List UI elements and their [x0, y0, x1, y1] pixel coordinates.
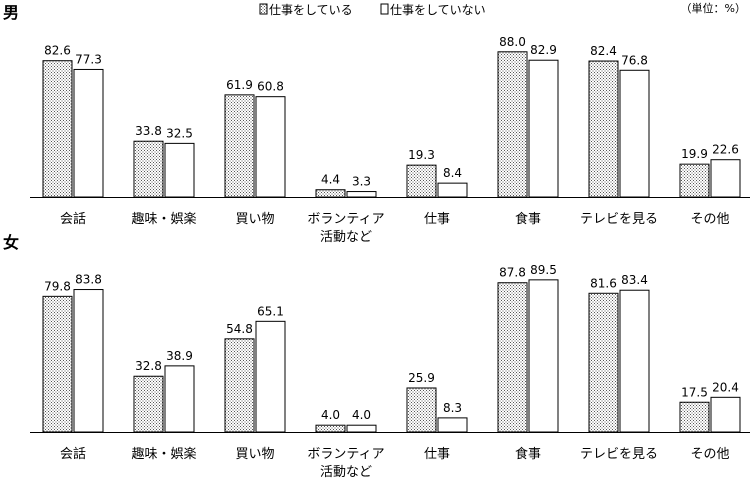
bar-working	[315, 189, 346, 198]
bar-not-working	[437, 182, 468, 198]
category-label: テレビを見る	[580, 212, 658, 227]
category-label: 買い物	[235, 212, 274, 227]
bar-value-label: 54.8	[226, 322, 253, 336]
category-label: その他	[690, 212, 729, 227]
bar-working	[42, 295, 73, 433]
bar-not-working	[346, 424, 377, 433]
panel-male: 82.6 77.3 会話 33.8 32.5 趣味・娯楽 61.9 60.8 買い物 4.4 3.3…	[30, 35, 750, 245]
bar-value-label: 88.0	[499, 35, 526, 49]
bar-not-working	[710, 396, 741, 433]
bar-value-label: 38.9	[166, 349, 193, 363]
bar-value-label: 32.5	[166, 126, 193, 140]
bar-value-label: 17.5	[681, 385, 708, 399]
bar-not-working	[164, 365, 195, 433]
bar-working	[406, 387, 437, 433]
bar-working	[224, 338, 255, 433]
bar-working	[588, 60, 619, 198]
bar-working	[406, 164, 437, 198]
bar-value-label: 77.3	[75, 52, 102, 66]
bar-not-working	[528, 279, 559, 433]
bar-not-working	[346, 191, 377, 198]
bar-not-working	[619, 69, 650, 198]
bar-not-working	[164, 142, 195, 198]
bar-not-working	[710, 159, 741, 198]
category-label: 趣味・娯楽	[131, 446, 196, 462]
legend-label-not-working: 仕事をしていない	[390, 3, 486, 17]
bar-not-working	[255, 320, 286, 433]
category-label: ボランティア	[307, 212, 384, 227]
bar-working	[224, 94, 255, 198]
bar-not-working	[255, 96, 286, 198]
legend-swatch-not-working	[380, 3, 389, 15]
panel-title-male: 男	[3, 3, 19, 22]
bar-working	[133, 375, 164, 433]
bar-value-label: 76.8	[621, 53, 648, 67]
bar-value-label: 65.1	[257, 304, 284, 318]
panel-female: 79.8 83.8 会話 32.8 38.9 趣味・娯楽 54.8 65.1 買い物 4.0 4.0…	[30, 263, 750, 479]
bar-value-label: 79.8	[44, 279, 71, 293]
category-label: 活動など	[320, 230, 372, 245]
bar-not-working	[73, 68, 104, 198]
category-label: 食事	[515, 446, 541, 462]
bar-working	[315, 424, 346, 433]
bar-working	[42, 60, 73, 198]
bar-working	[133, 140, 164, 198]
bar-value-label: 19.9	[681, 147, 708, 161]
category-label: 食事	[515, 211, 541, 227]
bar-not-working	[73, 289, 104, 433]
bar-working	[679, 163, 710, 198]
bar-value-label: 20.4	[712, 380, 739, 394]
bar-working	[497, 51, 528, 198]
bar-value-label: 60.8	[257, 80, 284, 94]
legend-swatch-working	[259, 3, 268, 15]
bar-value-label: 33.8	[135, 124, 162, 138]
category-label: 仕事	[424, 447, 450, 462]
panel-title-female: 女	[3, 233, 19, 252]
category-label: 買い物	[235, 447, 274, 462]
category-label: テレビを見る	[580, 447, 658, 462]
bar-value-label: 25.9	[408, 371, 435, 385]
bar-value-label: 82.4	[590, 44, 617, 58]
bar-value-label: 82.9	[530, 43, 557, 57]
bar-value-label: 83.8	[75, 273, 102, 287]
category-label: 会話	[60, 211, 86, 227]
category-label: 会話	[60, 446, 86, 462]
bar-value-label: 4.0	[352, 408, 371, 422]
bar-value-label: 8.4	[443, 166, 462, 180]
bar-value-label: 61.9	[226, 78, 253, 92]
bar-value-label: 89.5	[530, 263, 557, 277]
bar-working	[679, 401, 710, 433]
bar-value-label: 87.8	[499, 266, 526, 280]
bar-working	[497, 282, 528, 433]
unit-label: （単位：%）	[681, 1, 746, 15]
bar-not-working	[528, 59, 559, 198]
bar-value-label: 4.4	[321, 173, 340, 187]
bar-value-label: 8.3	[443, 401, 462, 415]
bar-value-label: 82.6	[44, 44, 71, 58]
category-label: ボランティア	[307, 447, 384, 462]
bar-not-working	[619, 289, 650, 433]
bar-value-label: 4.0	[321, 408, 340, 422]
bar-value-label: 19.3	[408, 148, 435, 162]
bar-working	[588, 292, 619, 433]
bar-value-label: 22.6	[712, 143, 739, 157]
bar-value-label: 81.6	[590, 276, 617, 290]
bar-value-label: 3.3	[352, 175, 371, 189]
bar-not-working	[437, 417, 468, 433]
category-label: その他	[690, 447, 729, 462]
category-label: 趣味・娯楽	[131, 211, 196, 227]
legend-label-working: 仕事をしている	[269, 3, 353, 17]
bar-value-label: 83.4	[621, 273, 648, 287]
bar-value-label: 32.8	[135, 359, 162, 373]
category-label: 活動など	[320, 465, 372, 479]
category-label: 仕事	[424, 212, 450, 227]
